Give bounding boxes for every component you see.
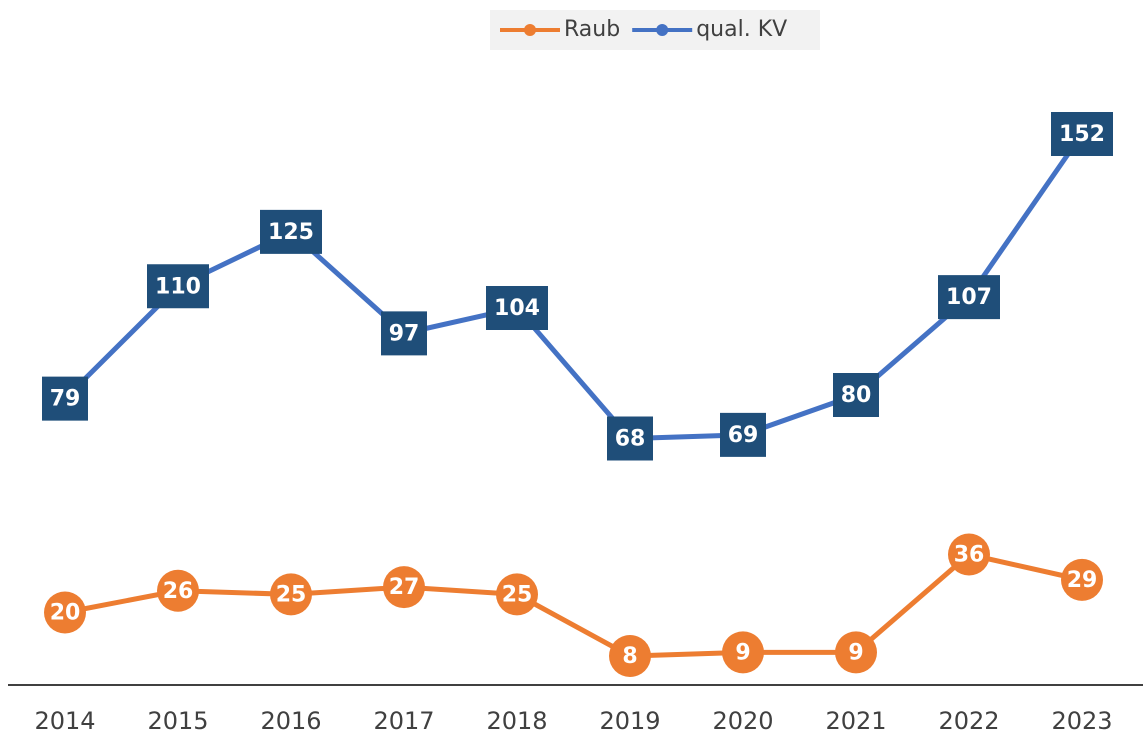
data-label-marker (157, 569, 199, 612)
data-label-marker (948, 533, 990, 576)
data-label-marker (496, 573, 538, 616)
data-label-box (486, 286, 548, 330)
data-label: 125 (268, 220, 314, 245)
data-label: 36 (954, 543, 985, 568)
data-label: 8 (622, 644, 637, 669)
x-tick-label: 2020 (712, 707, 773, 735)
x-tick-label: 2022 (938, 707, 999, 735)
data-point: 26 (157, 569, 199, 612)
data-label-marker (722, 631, 764, 674)
data-point: 110 (147, 264, 209, 309)
data-label-box (720, 412, 766, 457)
data-label-marker (383, 566, 425, 609)
data-label-box (147, 264, 209, 309)
series-line (64, 551, 1083, 659)
legend-marker (524, 24, 536, 36)
data-label: 25 (276, 582, 307, 607)
data-label-marker (835, 631, 877, 674)
data-label: 107 (946, 285, 992, 310)
data-label-marker (270, 573, 312, 616)
legend-label: Raub (564, 17, 620, 42)
data-label: 104 (494, 296, 540, 321)
data-label: 20 (50, 601, 81, 626)
data-point: 79 (42, 376, 88, 421)
data-label-marker (609, 635, 651, 677)
x-tick-label: 2021 (825, 707, 886, 735)
data-label-marker (1061, 558, 1103, 601)
data-point: 29 (1061, 558, 1103, 601)
data-label: 69 (728, 423, 759, 448)
data-label-box (42, 376, 88, 421)
data-label: 27 (389, 575, 420, 600)
data-label: 97 (389, 321, 420, 346)
data-label: 110 (155, 274, 201, 299)
data-label: 9 (848, 640, 863, 665)
data-point: 36 (948, 533, 990, 576)
data-label: 26 (163, 579, 194, 604)
data-point: 125 (260, 209, 322, 254)
x-tick-label: 2014 (34, 707, 95, 735)
data-point: 97 (381, 311, 427, 356)
legend-marker (656, 24, 669, 36)
data-point: 104 (486, 286, 548, 330)
data-point: 25 (496, 573, 538, 616)
data-point: 20 (44, 591, 86, 634)
data-label: 29 (1067, 568, 1098, 593)
data-label-box (938, 275, 1000, 320)
data-point: 152 (1051, 112, 1113, 156)
legend-label: qual. KV (696, 17, 787, 42)
x-tick-label: 2023 (1051, 707, 1112, 735)
data-label: 68 (615, 427, 646, 452)
x-tick-label: 2016 (260, 707, 321, 735)
data-label: 152 (1059, 122, 1105, 147)
x-tick-label: 2015 (147, 707, 208, 735)
x-tick-label: 2018 (486, 707, 547, 735)
data-point: 25 (270, 573, 312, 616)
data-label: 79 (50, 387, 81, 412)
data-point: 9 (722, 631, 764, 674)
data-label: 80 (841, 383, 872, 408)
data-point: 27 (383, 566, 425, 609)
data-point: 8 (609, 635, 651, 677)
data-point: 9 (835, 631, 877, 674)
data-label: 25 (502, 582, 533, 607)
x-tick-label: 2019 (599, 707, 660, 735)
data-label-box (607, 416, 653, 461)
data-point: 68 (607, 416, 653, 461)
data-label-box (381, 311, 427, 356)
data-point: 107 (938, 275, 1000, 320)
data-label-box (833, 373, 879, 417)
data-point: 80 (833, 373, 879, 417)
data-label-box (1051, 112, 1113, 156)
legend: Raub qual. KV (490, 10, 820, 50)
x-tick-label: 2017 (373, 707, 434, 735)
data-point: 69 (720, 412, 766, 457)
data-label-box (260, 209, 322, 254)
data-label-marker (44, 591, 86, 634)
series-line (63, 132, 1085, 442)
data-label: 9 (735, 640, 750, 665)
